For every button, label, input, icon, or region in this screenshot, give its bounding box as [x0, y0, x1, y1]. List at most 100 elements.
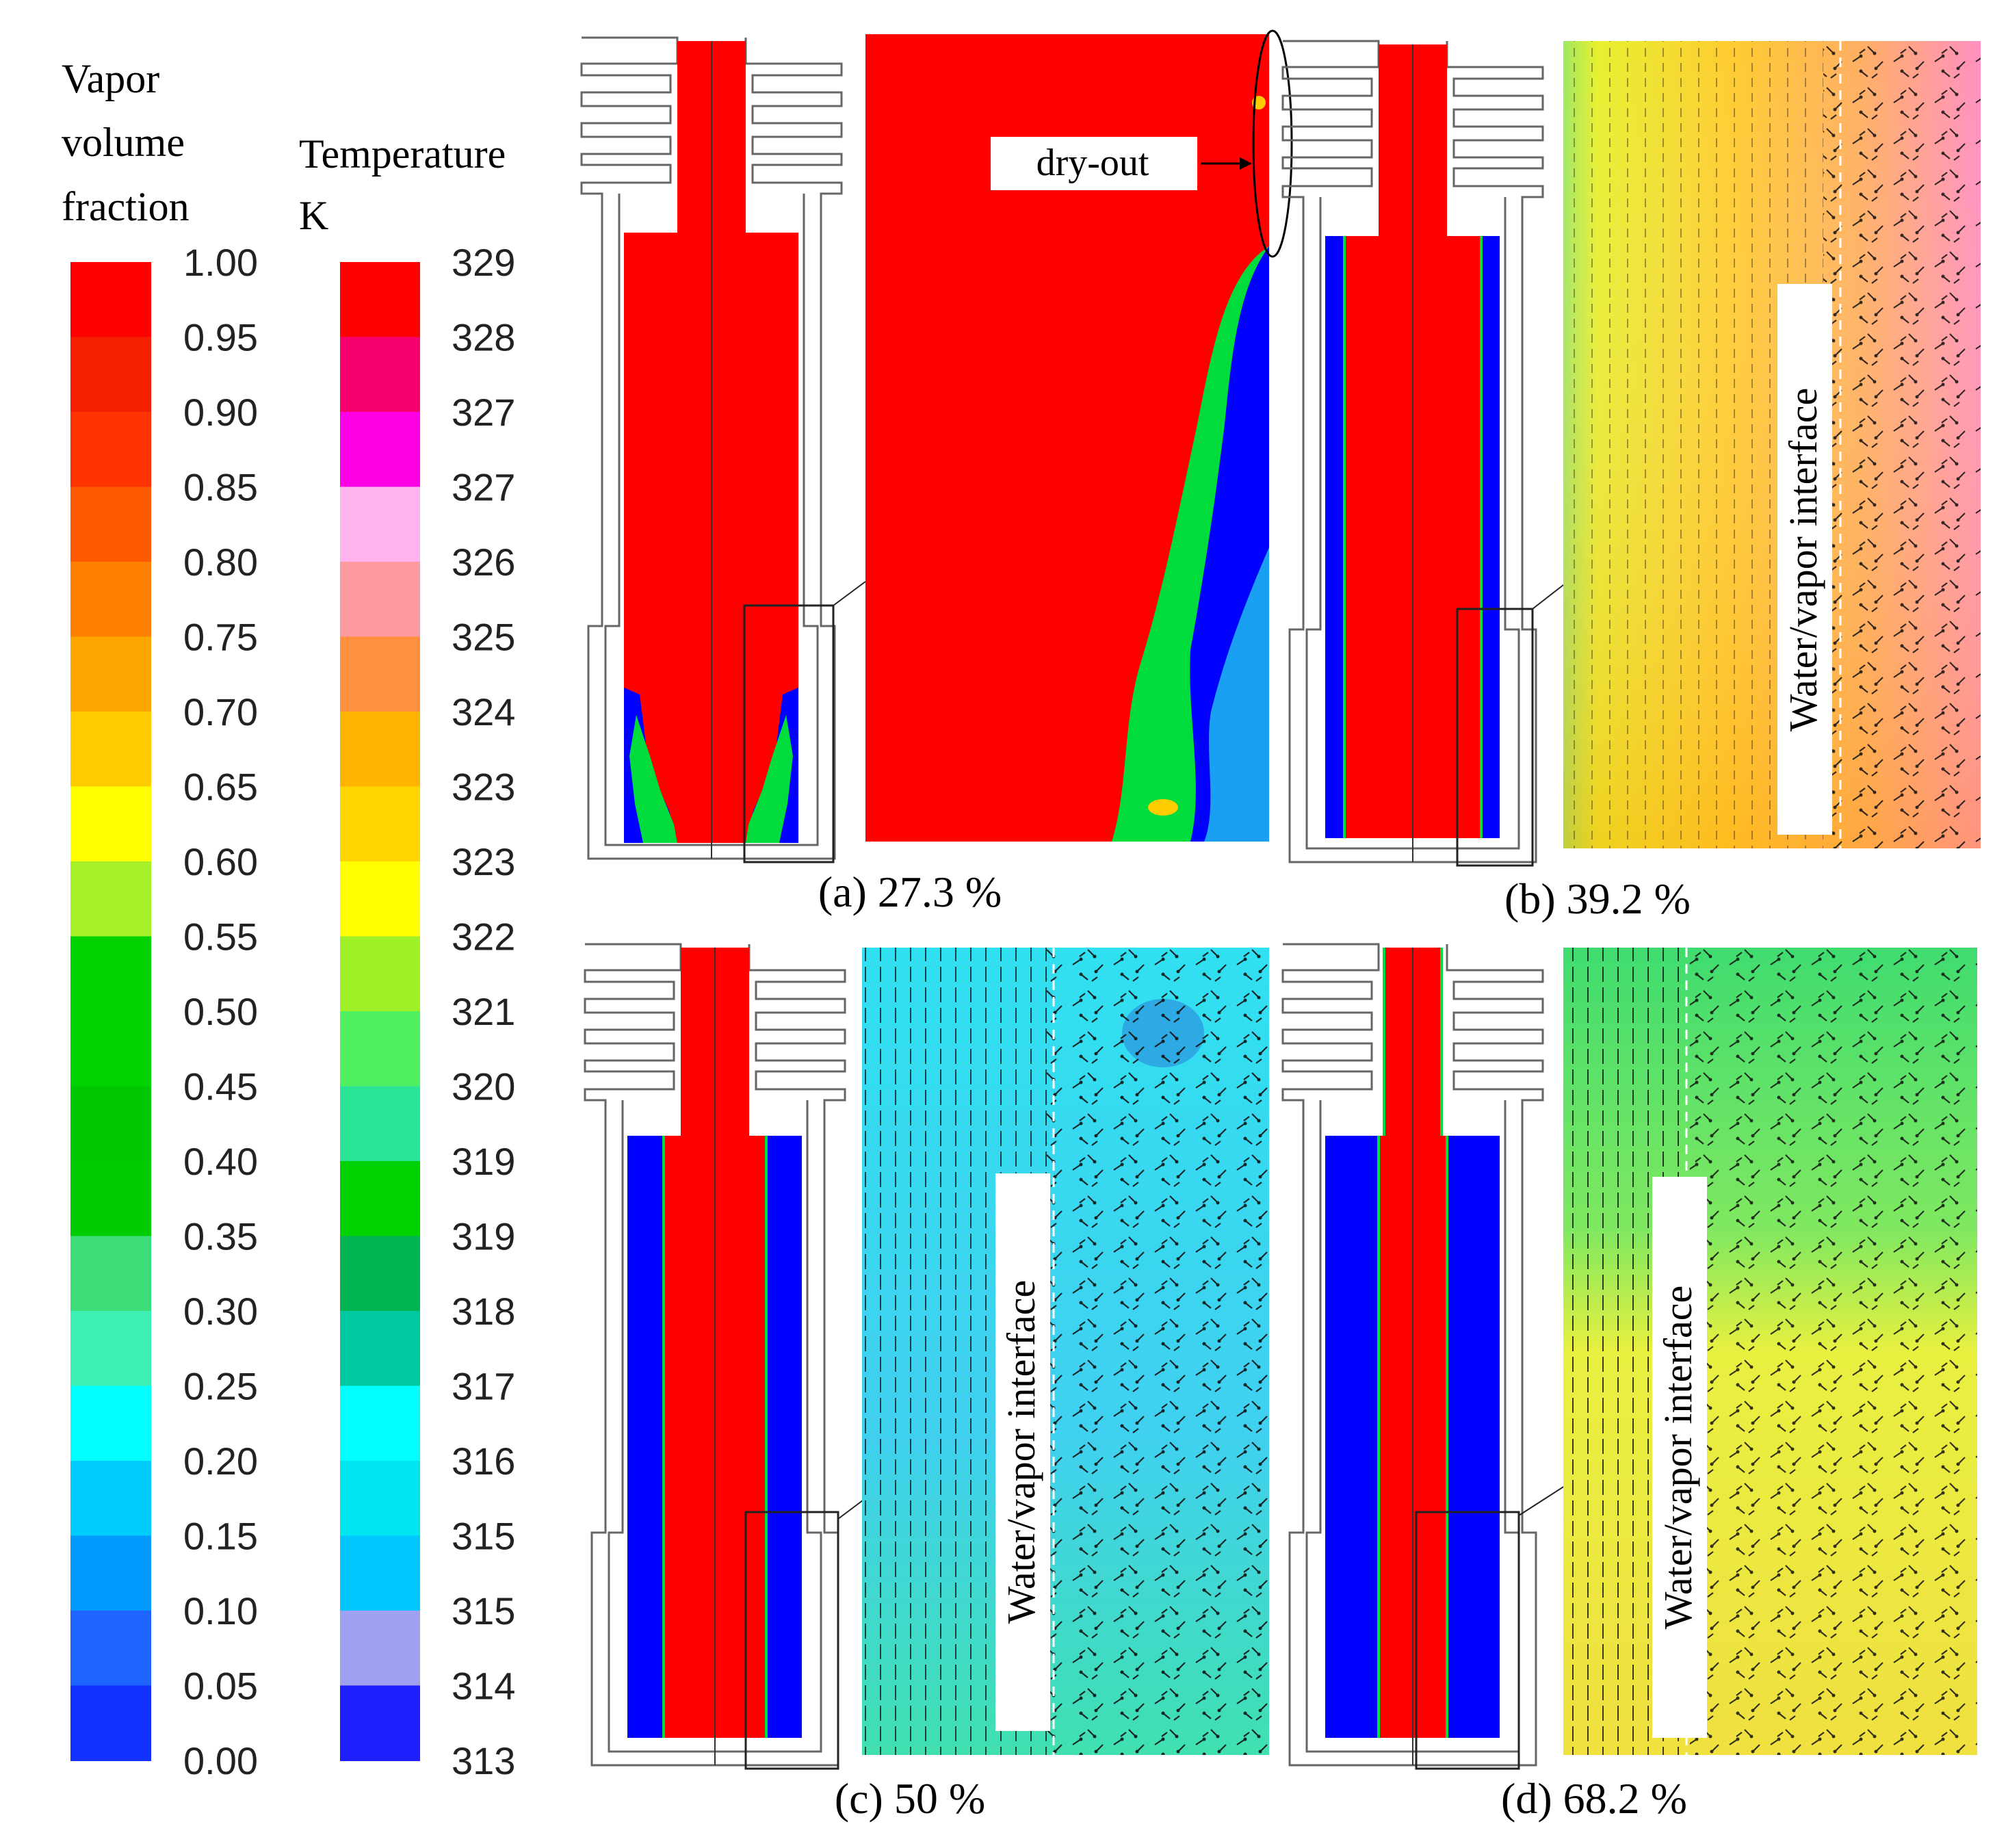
panel-a-mixed-right [746, 715, 793, 843]
vapor-colorbar-swatch [70, 562, 151, 638]
vapor-colorbar-tick-label: 0.75 [183, 616, 258, 659]
temperature-colorbar-tick-label: 324 [452, 690, 515, 733]
temperature-colorbar-tick-label: 319 [452, 1215, 515, 1258]
temperature-colorbar-tick-label: 322 [452, 915, 515, 959]
panel-c-caption: (c) 50 % [835, 1774, 985, 1823]
vapor-colorbar-tick-label: 0.65 [183, 766, 258, 809]
vapor-colorbar-tick-label: 0.10 [183, 1589, 258, 1632]
panel-d-device [1281, 943, 1544, 1770]
panel-a-zoom-connector [833, 581, 866, 606]
vapor-colorbar-tick-label: 0.40 [183, 1140, 258, 1183]
vapor-colorbar-swatch [70, 786, 151, 862]
panel-b-zoom-box [1456, 608, 1534, 867]
temperature-colorbar-swatch [340, 562, 420, 638]
temperature-colorbar-swatch [340, 1011, 420, 1087]
panel-b: Water/vapor interface (b) 39.2 % [1281, 40, 1981, 923]
temperature-colorbar-swatch [340, 1611, 420, 1687]
vapor-colorbar-tick-label: 0.55 [183, 915, 258, 959]
temperature-colorbar-tick-label: 319 [452, 1140, 515, 1183]
temperature-colorbar-swatch [340, 636, 420, 712]
vapor-colorbar-swatch [70, 712, 151, 788]
vapor-colorbar-tick-label: 0.30 [183, 1290, 258, 1333]
vapor-colorbar-swatch [70, 936, 151, 1012]
vapor-colorbar-labels: 1.00 0.95 0.90 0.85 0.80 0.75 0.70 0.65 0.60 0.55… [183, 241, 258, 1782]
temperature-colorbar-swatch [340, 1161, 420, 1237]
vapor-colorbar-tick-label: 0.25 [183, 1365, 258, 1408]
vapor-colorbar-tick-label: 0.05 [183, 1665, 258, 1708]
panel-a: dry-out (a) 27.3 % [580, 29, 1293, 916]
temperature-title-line-1: Temperature [299, 131, 506, 177]
vapor-colorbar-tick-label: 0.45 [183, 1065, 258, 1108]
panel-c: Water/vapor interface (c) 50 % [584, 943, 1269, 1823]
temperature-colorbar-tick-label: 315 [452, 1589, 515, 1632]
temperature-colorbar-tick-label: 318 [452, 1290, 515, 1333]
temperature-colorbar-swatch [340, 262, 420, 338]
vapor-colorbar-tick-label: 0.15 [183, 1515, 258, 1558]
panel-b-zoom-view: Water/vapor interface [1563, 41, 1981, 848]
vapor-colorbar-tick-label: 0.00 [183, 1739, 258, 1782]
temperature-colorbar-tick-label: 317 [452, 1365, 515, 1408]
temperature-colorbar-tick-label: 328 [452, 316, 515, 359]
temperature-colorbar-swatch [340, 486, 420, 562]
panel-a-dryout-label: dry-out [1036, 142, 1149, 184]
vapor-legend: Vapor volume fraction 1.00 0.95 0.90 0.85 0.… [62, 56, 258, 1782]
temperature-title-line-2: K [299, 193, 328, 238]
temperature-colorbar-swatch [340, 861, 420, 937]
temperature-colorbar-swatch [340, 412, 420, 488]
panel-c-interface-label: Water/vapor interface [999, 1280, 1043, 1624]
vapor-colorbar-swatch [70, 1161, 151, 1237]
vapor-colorbar-swatch [70, 1685, 151, 1761]
panel-d-interface-label: Water/vapor interface [1656, 1286, 1700, 1630]
vapor-colorbar-swatch [70, 337, 151, 413]
vapor-colorbar-swatch [70, 636, 151, 712]
panel-b-device [1281, 40, 1544, 867]
vapor-colorbar-swatch [70, 1086, 151, 1162]
vapor-legend-title: Vapor volume fraction [62, 56, 195, 229]
vapor-colorbar-tick-label: 0.35 [183, 1215, 258, 1258]
temperature-colorbar-tick-label: 313 [452, 1739, 515, 1782]
vapor-colorbar-swatch [70, 1461, 151, 1537]
vapor-colorbar-tick-label: 0.20 [183, 1440, 258, 1483]
vapor-colorbar-swatch [70, 1311, 151, 1387]
vapor-colorbar-tick-label: 0.70 [183, 690, 258, 733]
panel-b-caption: (b) 39.2 % [1504, 874, 1691, 923]
panel-a-caption: (a) 27.3 % [818, 868, 1002, 916]
temperature-colorbar-swatch [340, 1535, 420, 1611]
temperature-colorbar-tick-label: 315 [452, 1515, 515, 1558]
vapor-colorbar-tick-label: 0.85 [183, 466, 258, 509]
temperature-colorbar-swatch [340, 337, 420, 413]
vapor-colorbar-swatch [70, 861, 151, 937]
temperature-colorbar-tick-label: 314 [452, 1665, 515, 1708]
panel-a-dryout-ellipse [1252, 29, 1293, 258]
vapor-colorbar [70, 262, 151, 1761]
temperature-legend: Temperature K 32932832732732632532432332… [299, 131, 516, 1782]
temperature-colorbar-swatch [340, 1086, 420, 1162]
panel-d-zoom-box [1415, 1511, 1520, 1770]
vapor-colorbar-swatch [70, 1236, 151, 1312]
temperature-colorbar-tick-label: 325 [452, 616, 515, 659]
panel-c-device [584, 943, 846, 1770]
temperature-colorbar-tick-label: 323 [452, 840, 515, 883]
panel-d-zoom-view: Water/vapor interface [1563, 948, 1977, 1755]
temperature-colorbar-swatch [340, 1685, 420, 1761]
temperature-colorbar-swatch [340, 1461, 420, 1537]
temperature-colorbar-tick-label: 329 [452, 241, 515, 284]
vapor-colorbar-swatch [70, 1385, 151, 1461]
temperature-colorbar-tick-label: 327 [452, 466, 515, 509]
temperature-colorbar-swatch [340, 786, 420, 862]
temperature-colorbar-swatch [340, 712, 420, 788]
vapor-title-line-2: volume [62, 120, 185, 165]
temperature-colorbar-swatch [340, 1311, 420, 1387]
vapor-title-line-1: Vapor [62, 56, 159, 101]
panel-d-caption: (d) 68.2 % [1501, 1774, 1687, 1823]
temperature-colorbar-swatch [340, 936, 420, 1012]
panel-a-zoom-box [743, 604, 835, 863]
vapor-colorbar-tick-label: 1.00 [183, 241, 258, 284]
vapor-colorbar-tick-label: 0.60 [183, 840, 258, 883]
vapor-colorbar-swatch [70, 1011, 151, 1087]
vapor-colorbar-tick-label: 0.90 [183, 391, 258, 434]
temperature-legend-title: Temperature K [299, 131, 516, 238]
vapor-colorbar-swatch [70, 412, 151, 488]
vapor-colorbar-swatch [70, 486, 151, 562]
